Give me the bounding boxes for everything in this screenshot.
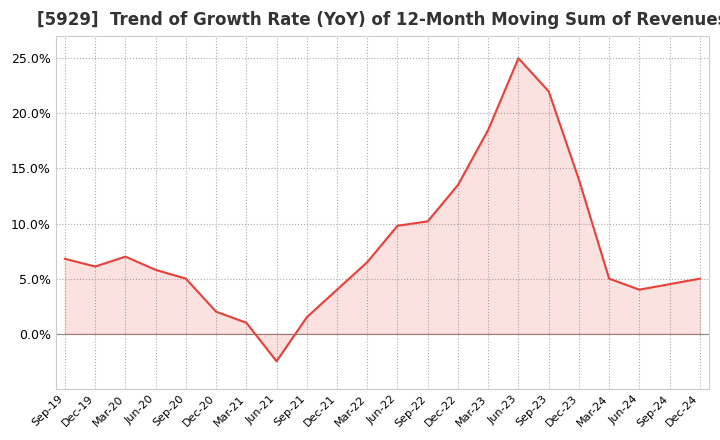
Title: [5929]  Trend of Growth Rate (YoY) of 12-Month Moving Sum of Revenues: [5929] Trend of Growth Rate (YoY) of 12-…: [37, 11, 720, 29]
